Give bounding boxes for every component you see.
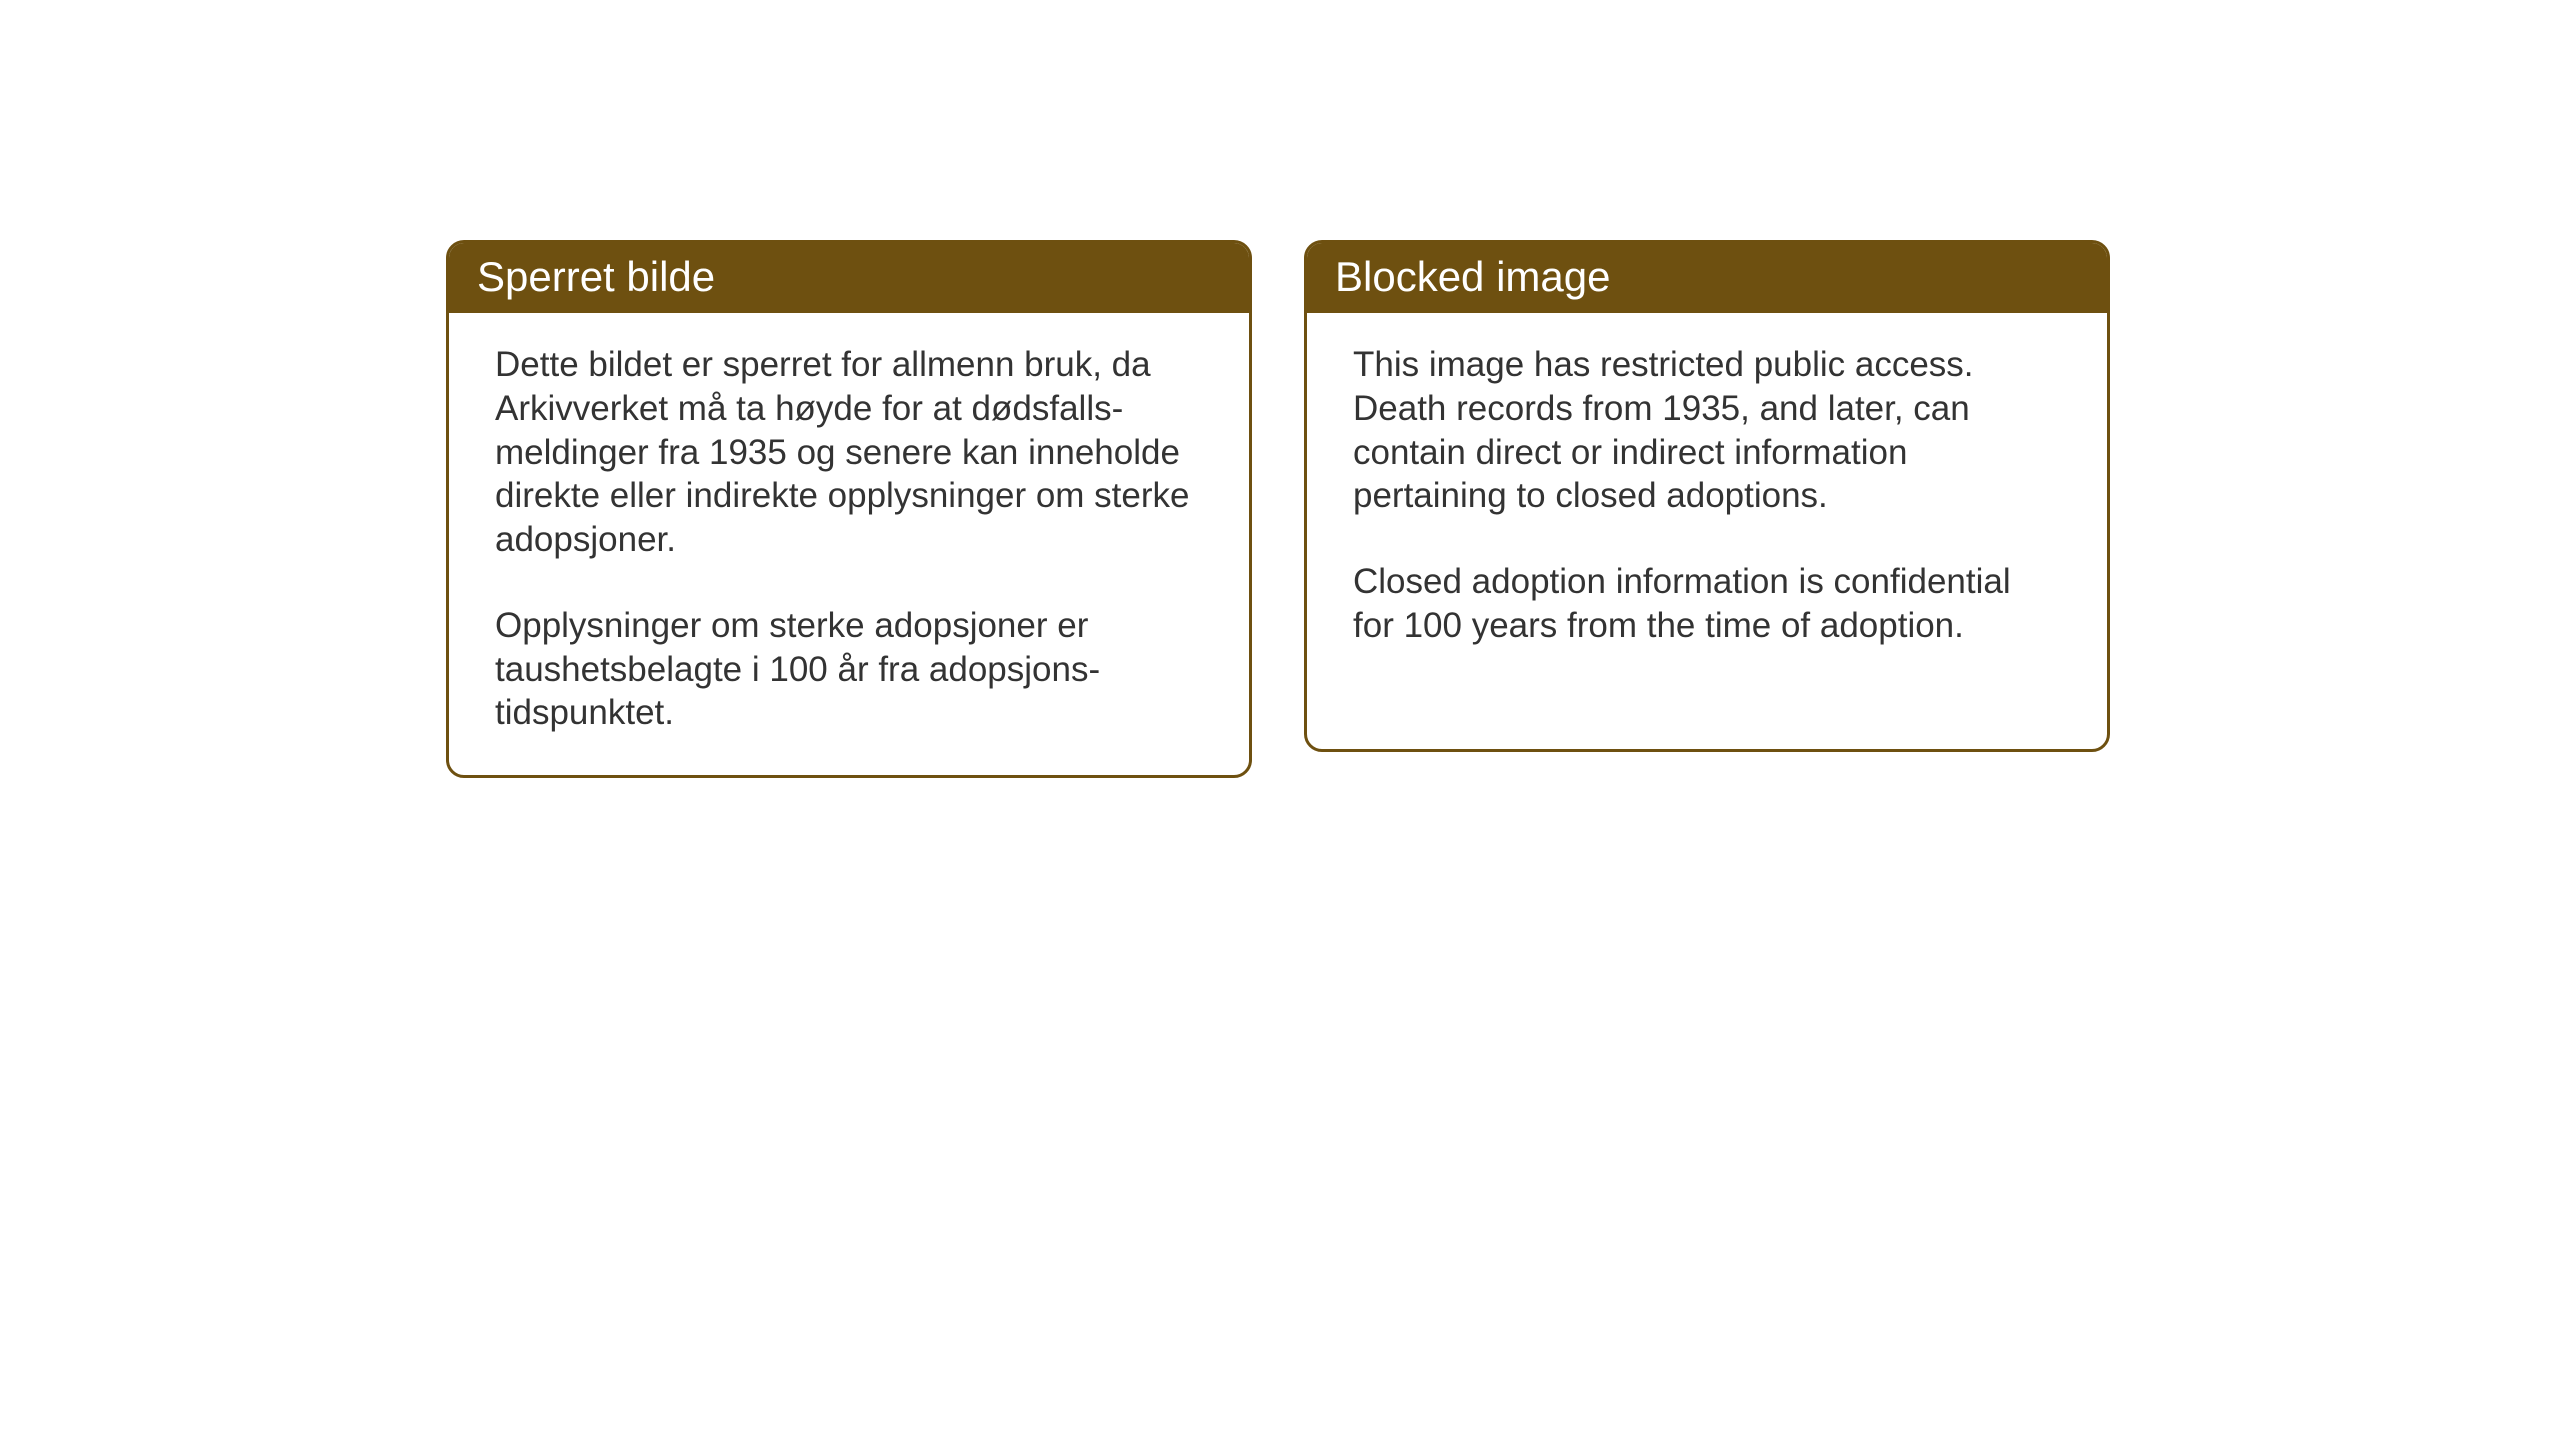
notice-paragraph: Opplysninger om sterke adopsjoner er tau… [495, 604, 1203, 735]
notice-header-norwegian: Sperret bilde [449, 243, 1249, 313]
notice-card-norwegian: Sperret bilde Dette bildet er sperret fo… [446, 240, 1252, 778]
notice-body-english: This image has restricted public access.… [1307, 313, 2107, 688]
notice-paragraph: This image has restricted public access.… [1353, 343, 2061, 518]
notice-header-english: Blocked image [1307, 243, 2107, 313]
notice-body-norwegian: Dette bildet er sperret for allmenn bruk… [449, 313, 1249, 775]
notice-card-english: Blocked image This image has restricted … [1304, 240, 2110, 752]
notice-paragraph: Dette bildet er sperret for allmenn bruk… [495, 343, 1203, 562]
notice-paragraph: Closed adoption information is confident… [1353, 560, 2061, 648]
notice-container: Sperret bilde Dette bildet er sperret fo… [446, 240, 2110, 778]
